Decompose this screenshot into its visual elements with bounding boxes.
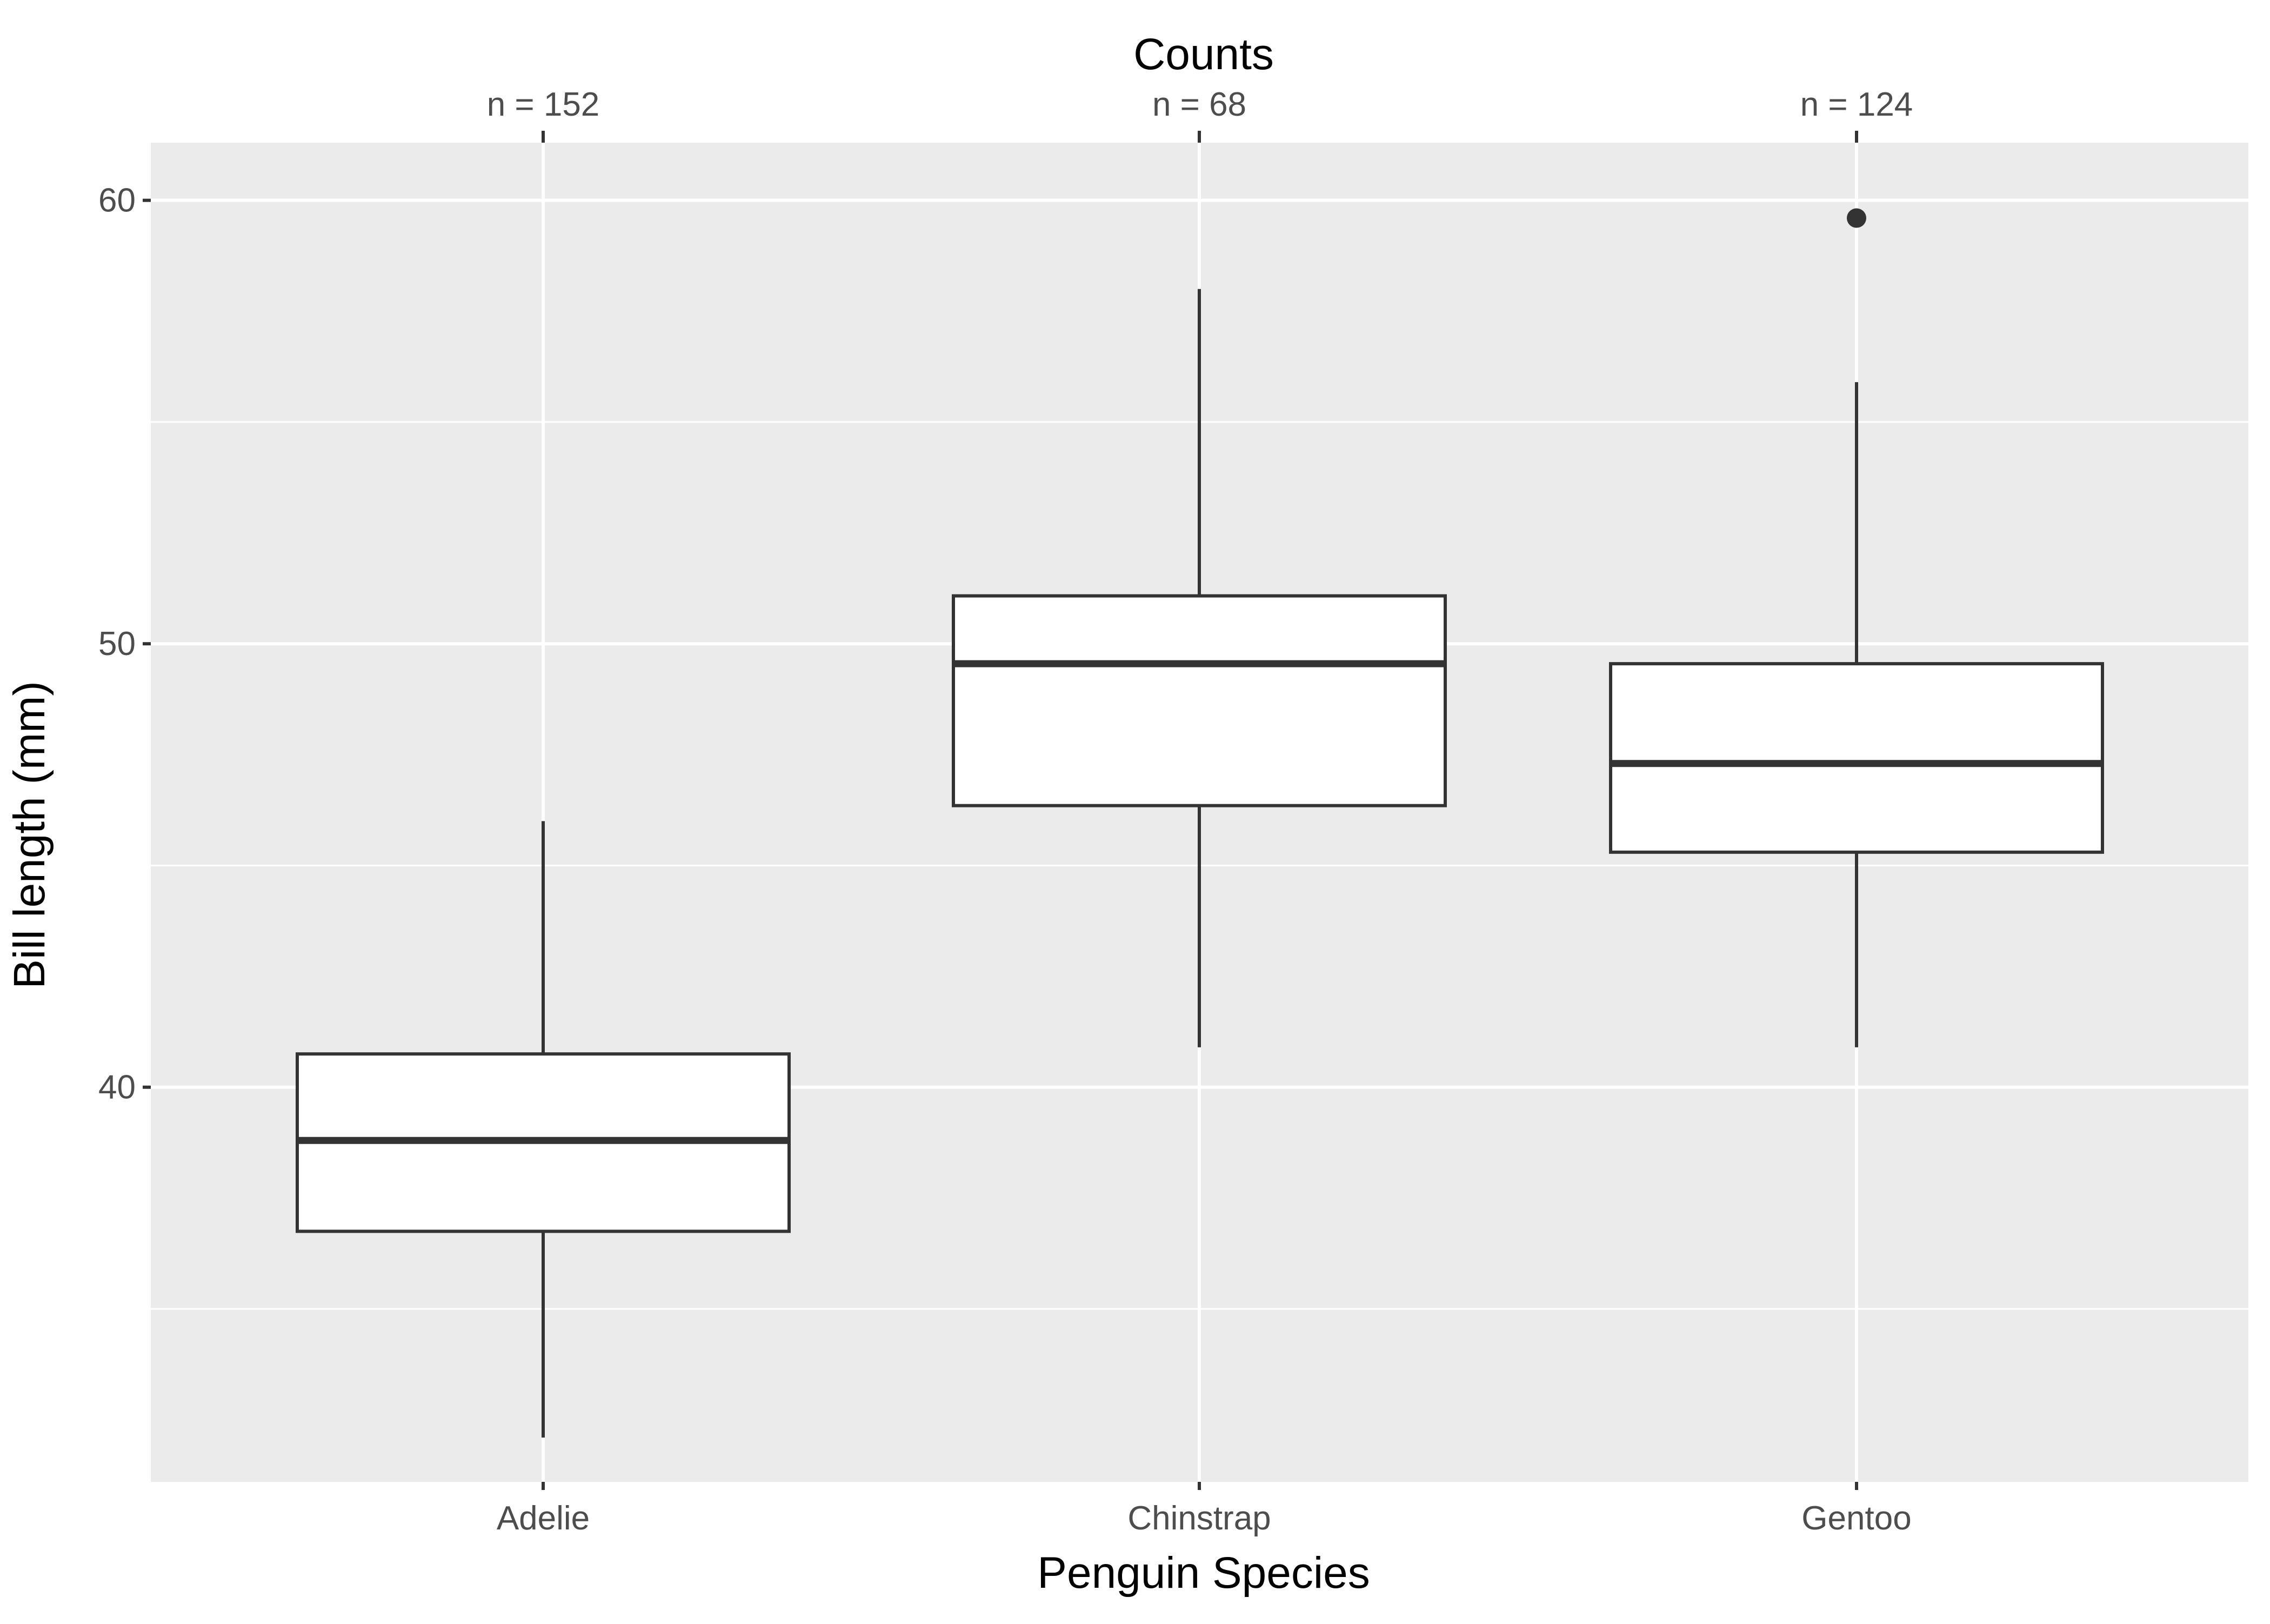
y-axis-title: Bill length (mm) — [5, 681, 54, 989]
box-gentoo — [1609, 208, 2104, 1047]
x-tick-label: Gentoo — [1801, 1500, 1911, 1537]
iqr-box — [1609, 662, 2104, 854]
secondary-axis-title: Counts — [1133, 30, 1274, 79]
y-tick-label: 40 — [98, 1069, 136, 1106]
boxes — [296, 208, 2104, 1438]
x-axis-title: Penguin Species — [1037, 1548, 1370, 1598]
count-label: n = 68 — [1152, 86, 1246, 123]
box-chinstrap — [952, 289, 1447, 1047]
count-label: n = 124 — [1800, 86, 1913, 123]
x-tick-label: Adelie — [497, 1500, 590, 1537]
y-tick-label: 50 — [98, 625, 136, 663]
x-tick-label: Chinstrap — [1127, 1500, 1271, 1537]
axes: 40 50 60 Adelie n = 152 Chinstrap n = 68 Gentoo… — [98, 86, 1913, 1537]
count-label: n = 152 — [487, 86, 600, 123]
iqr-box — [952, 594, 1447, 807]
outlier-point — [1847, 208, 1866, 228]
box-adelie — [296, 821, 791, 1438]
y-tick-label: 60 — [98, 182, 136, 219]
